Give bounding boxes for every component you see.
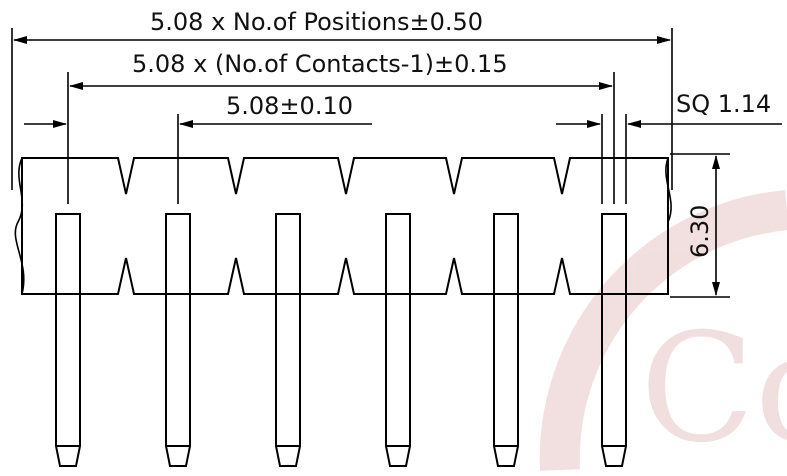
pins <box>55 213 627 467</box>
pin-3 <box>275 213 301 467</box>
pin-5 <box>493 213 519 467</box>
contact-span-label: 5.08 x (No.of Contacts-1)±0.15 <box>132 50 508 78</box>
watermark-logo: Co <box>539 190 787 476</box>
extension-lines <box>11 28 730 298</box>
pin-6 <box>601 213 627 467</box>
pitch-label: 5.08±0.10 <box>226 92 353 120</box>
overall-length-label: 5.08 x No.of Positions±0.50 <box>150 8 483 36</box>
header-body-outline <box>21 157 669 295</box>
pin-4 <box>385 213 411 467</box>
pin-2 <box>165 213 191 467</box>
watermark-text: Co <box>640 302 787 476</box>
right-break-line <box>665 157 672 223</box>
pin-1 <box>55 213 81 467</box>
body-height-label: 6.30 <box>686 205 714 258</box>
left-break-line <box>14 157 25 295</box>
pin-square-label: SQ 1.14 <box>676 90 771 118</box>
